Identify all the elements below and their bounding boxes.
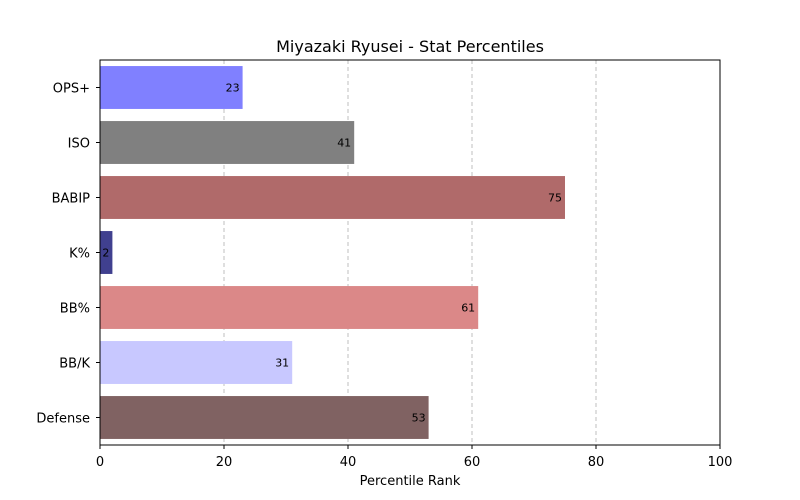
y-tick-label: BABIP (52, 192, 91, 207)
x-tick-label: 80 (588, 455, 605, 470)
bar (100, 176, 565, 219)
bar-value-label: 41 (337, 137, 351, 150)
x-axis-label: Percentile Rank (360, 474, 461, 489)
bar-value-label: 53 (412, 412, 426, 425)
bar-value-label: 75 (548, 192, 562, 205)
y-tick-label: BB/K (59, 357, 90, 372)
bar-value-label: 23 (226, 82, 240, 95)
bar (100, 66, 243, 109)
bar (100, 341, 293, 384)
bar-layer: 23 41 75 2 61 31 53 (100, 66, 565, 439)
plot-frame (99, 59, 721, 446)
x-tick-label: 0 (96, 455, 104, 470)
bar (100, 396, 429, 439)
y-tick-label: OPS+ (53, 82, 90, 97)
grid-layer (223, 60, 597, 445)
x-tick-label: 100 (708, 455, 733, 470)
bar-value-label: 2 (102, 247, 109, 260)
y-tick-label: Defense (36, 412, 90, 427)
y-tick-label: K% (69, 247, 90, 262)
bar (100, 231, 113, 274)
x-tick-label: 60 (464, 455, 481, 470)
bar (100, 286, 479, 329)
axis-layer: 0 20 40 60 80 100 OPS+ ISO BABIP K% BB% BB/K Defense (36, 82, 732, 471)
y-tick-label: ISO (68, 137, 90, 152)
y-tick-label: BB% (60, 302, 90, 317)
chart-title: Miyazaki Ryusei - Stat Percentiles (276, 37, 544, 56)
bar (100, 121, 355, 164)
x-tick-label: 40 (340, 455, 357, 470)
bar-value-label: 31 (275, 357, 289, 370)
x-tick-label: 20 (216, 455, 233, 470)
bar-value-label: 61 (461, 302, 475, 315)
